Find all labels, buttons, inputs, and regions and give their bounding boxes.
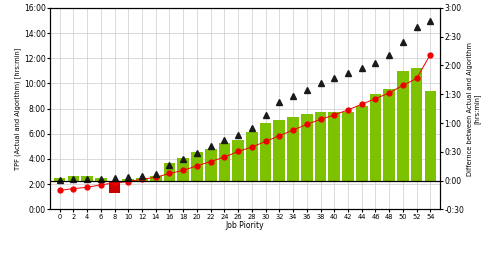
Bar [68, 176, 79, 180]
Bar [370, 94, 382, 180]
Bar [95, 178, 106, 180]
Bar [274, 120, 285, 180]
Bar [136, 178, 148, 180]
Y-axis label: TPF (Actual and Algorithm) [hrs:min]: TPF (Actual and Algorithm) [hrs:min] [14, 47, 21, 170]
Bar [108, 180, 120, 193]
Bar [342, 112, 354, 180]
Bar [178, 158, 189, 180]
X-axis label: Job Piority: Job Piority [226, 221, 264, 230]
Bar [287, 117, 299, 180]
Bar [301, 114, 312, 180]
Bar [328, 112, 340, 180]
Bar [260, 123, 272, 180]
Bar [356, 106, 368, 180]
Bar [81, 176, 93, 180]
Bar [411, 68, 422, 180]
Bar [424, 91, 436, 180]
Bar [218, 143, 230, 180]
Bar [397, 71, 409, 180]
Bar [164, 163, 175, 180]
Bar [205, 149, 216, 180]
Bar [232, 140, 244, 180]
Bar [384, 89, 395, 180]
Bar [314, 112, 326, 180]
Y-axis label: Differnce between Actual and Algorithm
[hrs:min]: Differnce between Actual and Algorithm [… [467, 42, 480, 176]
Bar [191, 152, 203, 180]
Bar [122, 179, 134, 180]
Bar [150, 176, 162, 180]
Bar [246, 132, 258, 180]
Bar [54, 178, 66, 180]
